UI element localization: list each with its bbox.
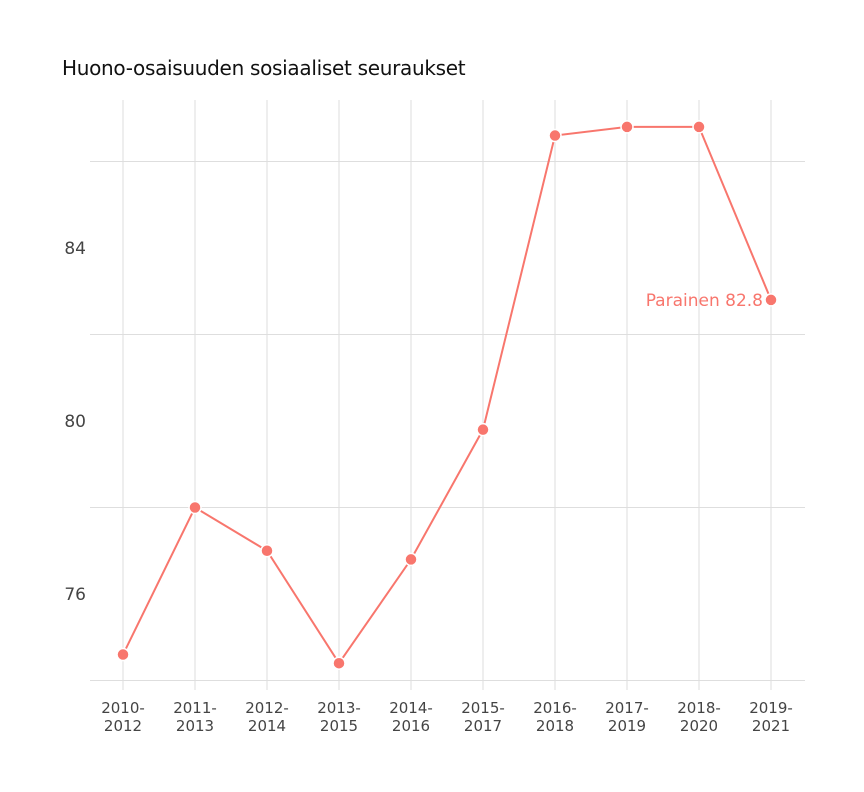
data-point [188, 500, 202, 515]
y-tick-label: 80 [64, 412, 86, 432]
data-point [692, 120, 706, 134]
y-tick-label: 76 [64, 585, 86, 605]
x-tick-label: 2010- [101, 699, 145, 717]
x-tick-label: 2018- [677, 699, 721, 717]
data-point [332, 656, 346, 670]
x-tick-label: 2016 [392, 717, 430, 735]
data-point [476, 422, 490, 437]
series-end-label: Parainen 82.8 [646, 291, 763, 311]
x-tick-label: 2012- [245, 699, 289, 717]
x-tick-label: 2021 [752, 717, 790, 735]
x-tick-label: 2017- [605, 699, 649, 717]
x-tick-label: 2015- [461, 699, 505, 717]
x-tick-label: 2013- [317, 699, 361, 717]
x-tick-label: 2019- [749, 699, 793, 717]
x-tick-label: 2018 [536, 717, 574, 735]
chart-title: Huono-osaisuuden sosiaaliset seuraukset [62, 56, 466, 80]
x-tick-label: 2016- [533, 699, 577, 717]
x-tick-label: 2011- [173, 699, 217, 717]
data-point [548, 128, 562, 143]
data-point [764, 293, 778, 307]
x-tick-label: 2019 [608, 717, 646, 735]
data-point [260, 544, 274, 558]
x-tick-label: 2014 [248, 717, 286, 735]
series-line [122, 125, 772, 666]
data-point [620, 120, 634, 134]
data-point [404, 552, 418, 567]
data-point [116, 647, 130, 662]
x-tick-label: 2017 [464, 717, 502, 735]
x-tick-label: 2020 [680, 717, 718, 735]
y-tick-label: 84 [64, 239, 86, 259]
x-tick-label: 2014- [389, 699, 433, 717]
x-tick-label: 2012 [104, 717, 142, 735]
x-tick-label: 2015 [320, 717, 358, 735]
x-tick-label: 2013 [176, 717, 214, 735]
